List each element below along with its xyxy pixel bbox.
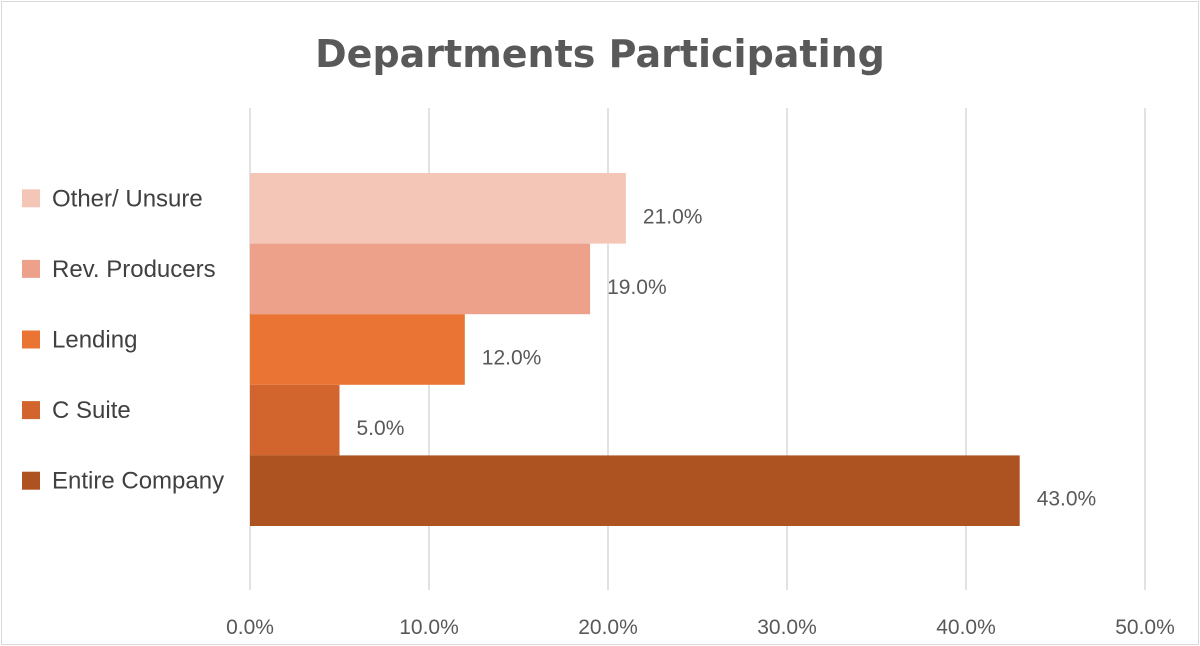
legend-swatch [22,189,40,208]
bar [250,173,626,244]
legend: Other/ Unsure Rev. Producers Lending C Suit… [22,185,224,495]
data-label: 21.0% [643,205,703,228]
data-label: 43.0% [1037,488,1097,511]
legend-label: Entire Company [52,468,224,495]
bar [250,314,465,385]
legend-swatch [22,471,40,490]
legend-swatch [22,259,40,278]
x-tick-label: 10.0% [399,616,459,639]
data-label: 19.0% [607,276,667,299]
bar [250,243,591,315]
x-tick-label: 50.0% [1115,616,1175,639]
chart-title: Departments Participating [315,32,885,76]
data-label: 12.0% [482,347,542,370]
legend-swatch [22,401,40,420]
x-tick-labels: 0.0% 10.0% 20.0% 30.0% 40.0% 50.0% [226,616,1175,639]
bar [250,455,1020,526]
bar [250,384,340,456]
x-tick-label: 0.0% [226,616,274,639]
x-tick-label: 20.0% [578,616,638,639]
legend-swatch [22,330,40,349]
legend-label: Other/ Unsure [52,185,203,212]
data-labels: 21.0% 19.0% 12.0% 5.0% 43.0% [357,205,1097,510]
x-tick-label: 40.0% [936,616,996,639]
legend-label: Rev. Producers [52,256,216,283]
legend-label: C Suite [52,397,131,424]
x-tick-label: 30.0% [757,616,817,639]
data-label: 5.0% [357,417,405,440]
legend-label: Lending [52,327,137,354]
bars [250,173,1020,526]
